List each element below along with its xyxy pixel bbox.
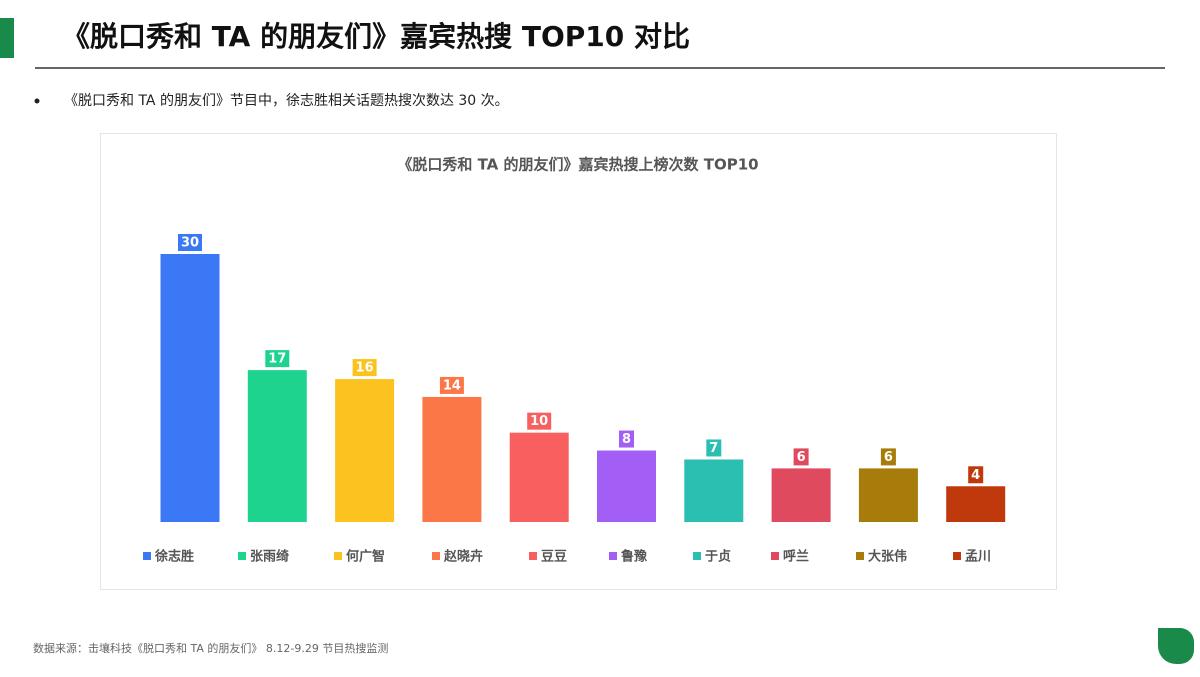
legend-swatch: [334, 552, 342, 560]
value-label-bg: [793, 448, 809, 466]
value-label: 6: [884, 450, 893, 465]
legend-label: 徐志胜: [154, 549, 194, 565]
chart-title: 《脱口秀和 TA 的朋友们》嘉宾热搜上榜次数 TOP10: [397, 156, 758, 174]
legend-label: 何广智: [346, 549, 385, 565]
value-label: 17: [268, 352, 286, 367]
legend-label: 张雨绮: [250, 549, 289, 565]
legend-swatch: [953, 552, 961, 560]
value-label: 7: [709, 441, 718, 456]
bullet-text: 《脱口秀和 TA 的朋友们》节目中，徐志胜相关话题热搜次数达 30 次。: [64, 93, 509, 109]
legend-swatch: [609, 552, 617, 560]
legend-swatch: [856, 552, 864, 560]
legend-swatch: [143, 552, 151, 560]
value-label-bg: [352, 359, 377, 377]
bar: [684, 459, 744, 522]
page-title: 《脱口秀和 TA 的朋友们》嘉宾热搜 TOP10 对比: [62, 20, 690, 53]
bar: [509, 432, 569, 522]
bar: [160, 254, 220, 522]
legend-label: 孟川: [965, 550, 991, 565]
bar: [946, 486, 1006, 522]
legend-label: 豆豆: [541, 550, 567, 565]
value-label-bg: [619, 430, 634, 448]
value-label-bg: [706, 439, 722, 457]
value-label: 6: [797, 450, 806, 465]
legend-label: 赵晓卉: [443, 549, 483, 565]
value-label-bg: [527, 412, 552, 430]
legend-swatch: [529, 552, 537, 560]
legend-label: 于贞: [705, 549, 731, 565]
bar: [597, 450, 656, 522]
legend-label: 鲁豫: [621, 549, 647, 565]
value-label: 14: [443, 378, 461, 393]
bar: [335, 379, 395, 522]
value-label-bg: [968, 466, 984, 484]
source-note: 数据来源：击壤科技《脱口秀和 TA 的朋友们》 8.12-9.29 节目热搜监测: [33, 641, 388, 655]
legend-label: 呼兰: [783, 549, 809, 565]
legend-swatch: [432, 552, 440, 560]
value-label: 30: [181, 236, 199, 251]
value-label: 8: [622, 432, 631, 447]
bar: [771, 468, 831, 522]
value-label-bg: [439, 376, 464, 394]
value-label-bg: [178, 234, 202, 251]
bar: [858, 468, 918, 522]
value-label: 10: [530, 414, 548, 429]
value-label-bg: [880, 448, 896, 466]
logo-leaf: [1158, 628, 1194, 664]
legend-swatch: [771, 552, 779, 560]
bar: [422, 396, 482, 522]
legend-label: 大张伟: [868, 549, 907, 565]
value-label: 16: [356, 361, 374, 376]
bullet-dot: [34, 98, 40, 104]
accent-bar: [0, 18, 14, 58]
value-label-bg: [265, 350, 290, 368]
legend-swatch: [693, 552, 701, 560]
bar: [247, 370, 307, 522]
value-label: 4: [971, 468, 980, 483]
legend-swatch: [238, 552, 246, 560]
